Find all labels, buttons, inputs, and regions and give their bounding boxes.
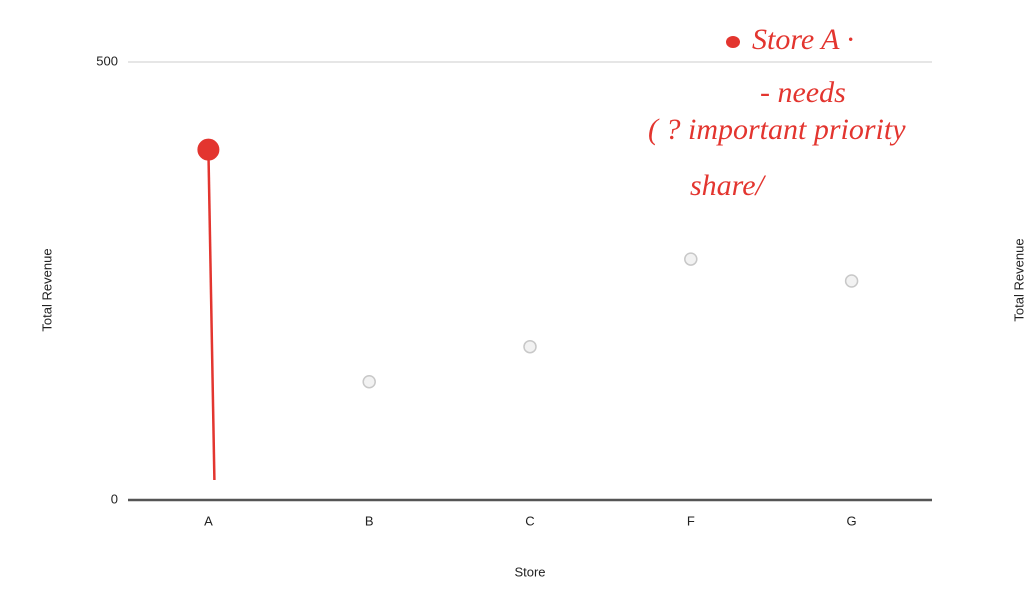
x-tick-label: C: [525, 513, 534, 528]
second-chart-y-axis-label: Total Revenue: [1011, 238, 1024, 321]
point: [362, 374, 376, 389]
annotation: share/: [690, 169, 767, 202]
y-tick-label: 0: [111, 491, 118, 506]
y-tick-label: 500: [96, 53, 118, 68]
y-axis-label: Total Revenue: [39, 248, 54, 331]
annotation-dot: [726, 36, 740, 48]
x-axis-label: Store: [514, 564, 545, 579]
point: [197, 138, 220, 161]
point: [684, 252, 698, 266]
x-tick-label: B: [365, 513, 374, 528]
annotation: ( ? important priority: [648, 113, 906, 146]
x-tick-label: F: [687, 513, 695, 528]
x-tick-label: G: [847, 513, 857, 528]
x-tick-label: A: [204, 513, 213, 528]
annotation: Store A ·: [752, 23, 854, 56]
stem: [207, 149, 216, 481]
point: [844, 274, 859, 288]
annotation: - needs: [760, 76, 846, 109]
point: [523, 339, 537, 354]
